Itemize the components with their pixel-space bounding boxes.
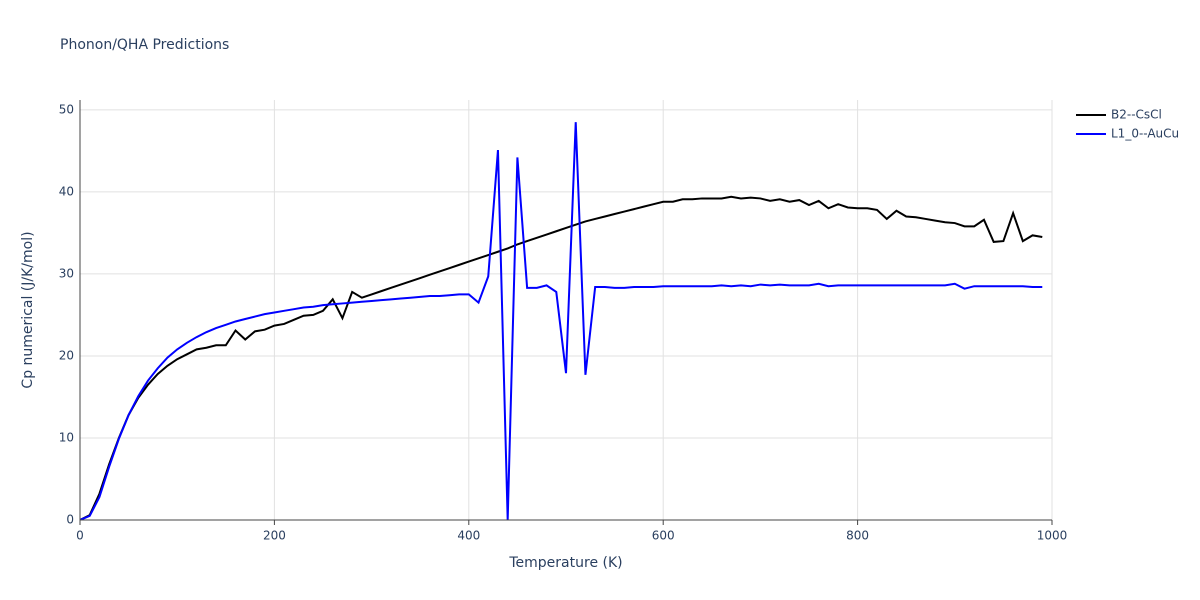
y-tick-label: 0: [66, 513, 74, 527]
x-axis-title: Temperature (K): [508, 555, 622, 571]
grid: [79, 100, 1053, 521]
x-tick-label: 400: [457, 529, 480, 543]
y-tick-label: 10: [59, 430, 74, 444]
x-tick-label: 0: [76, 529, 84, 543]
x-tick-label: 200: [263, 529, 286, 543]
series-line: [80, 122, 1043, 520]
y-tick-label: 20: [59, 348, 74, 362]
axes: 0 10 20 30 40 50 0 200 400 600 800 1000: [59, 100, 1068, 543]
series-line: [80, 195, 1043, 520]
x-tick-label: 600: [652, 529, 675, 543]
x-tick-label: 800: [846, 529, 869, 543]
y-tick-label: 40: [59, 184, 74, 198]
chart-title: Phonon/QHA Predictions: [60, 37, 229, 53]
legend: B2--CsCl L1_0--AuCu: [1076, 108, 1179, 141]
x-tick-label: 1000: [1037, 529, 1068, 543]
legend-label: B2--CsCl: [1111, 108, 1162, 122]
plot-area: [80, 122, 1043, 520]
y-tick-label: 50: [59, 102, 74, 116]
y-axis-title: Cp numerical (J/K/mol): [20, 231, 36, 388]
legend-label: L1_0--AuCu: [1111, 127, 1179, 141]
y-tick-label: 30: [59, 266, 74, 280]
